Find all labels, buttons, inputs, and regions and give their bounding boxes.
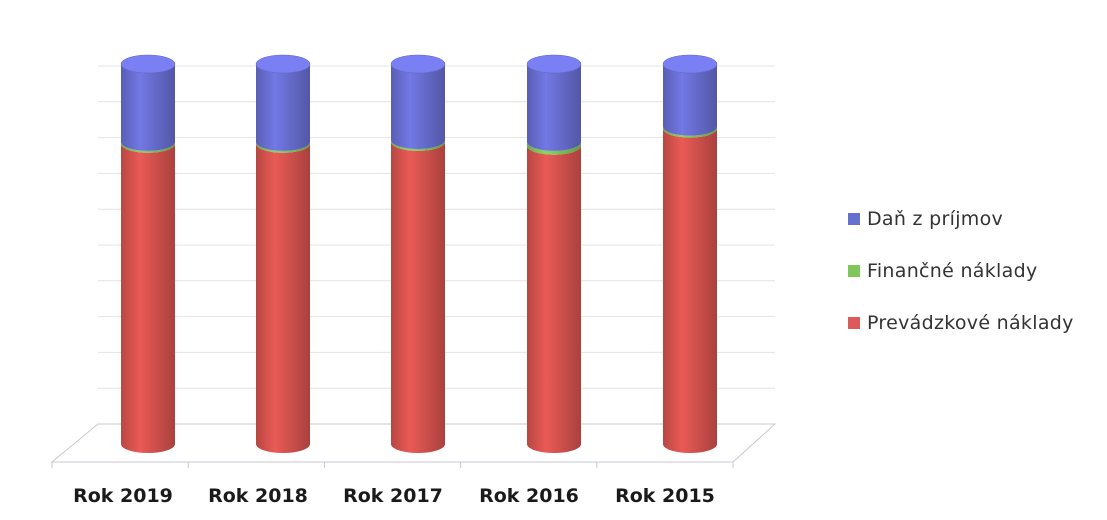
bar-segment [663,128,717,453]
category-label: Rok 2015 [615,485,715,507]
legend-item-dan-z-prijmov: Daň z príjmov [848,205,1074,232]
bar-stack [662,54,718,453]
bar-segment [121,143,175,454]
bar-segment [391,64,445,149]
bar-segment [663,126,717,138]
bar-cap [390,54,446,74]
legend-label: Prevádzkové náklady [867,311,1074,334]
legend-item-prevadzkove-naklady: Prevádzkové náklady [848,309,1074,336]
bar-segment [121,64,175,151]
bar-stack [255,54,311,454]
category-labels: Rok 2019 Rok 2018 Rok 2017 Rok 2016 Rok 2015 [73,485,715,507]
bar-stack [120,54,176,454]
legend-swatch-icon [848,264,860,277]
bar-segment [121,141,175,153]
bars [120,54,718,454]
legend-label: Daň z príjmov [867,207,1004,230]
legend-swatch-icon [848,316,860,329]
bar-segment [256,143,310,454]
bar-segment [391,141,445,453]
bar-segment [663,64,717,136]
bar-cap [526,54,582,74]
category-label: Rok 2017 [343,485,443,507]
bar-stack [390,54,446,453]
category-label: Rok 2018 [208,485,308,507]
legend: Daň z príjmov Finančné náklady Prevádzko… [848,205,1074,361]
legend-label: Finančné náklady [867,259,1038,282]
category-label: Rok 2019 [73,485,173,507]
legend-swatch-icon [848,212,860,225]
bar-segment [256,141,310,153]
category-label: Rok 2016 [479,485,579,507]
bar-segment [391,140,445,151]
bar-segment [527,141,581,155]
bar-segment [527,145,581,453]
bar-cap [120,54,176,74]
bar-cap [255,54,311,74]
bar-stack [526,54,582,453]
bar-segment [256,64,310,151]
bar-cap [662,54,718,74]
legend-item-financne-naklady: Finančné náklady [848,257,1074,284]
bar-segment [527,64,581,151]
